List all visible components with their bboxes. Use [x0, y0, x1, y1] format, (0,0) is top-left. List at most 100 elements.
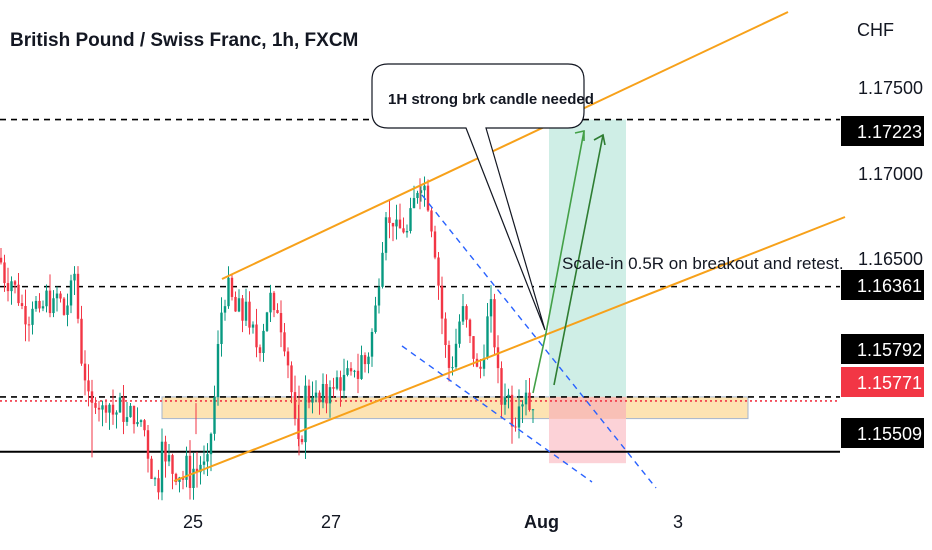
price-tag-bg — [841, 116, 924, 146]
candle-body — [335, 377, 339, 389]
candle-body — [115, 412, 118, 415]
candle-body — [31, 308, 34, 325]
candle-body — [419, 190, 423, 193]
candle-body — [227, 277, 230, 307]
candle-body — [398, 219, 402, 229]
candle-body — [479, 366, 482, 369]
candle-body — [437, 257, 440, 286]
candle-body — [80, 318, 83, 364]
candle-body — [234, 296, 237, 312]
candle-body — [76, 273, 80, 319]
candle-body — [486, 316, 489, 359]
candle-body — [311, 397, 314, 403]
candle-body — [339, 377, 342, 391]
candle-body — [500, 368, 503, 405]
candle-body — [97, 407, 101, 410]
candle-body — [496, 347, 500, 369]
candle-body — [209, 433, 213, 455]
candles-layer — [0, 176, 535, 501]
candle-body — [167, 455, 171, 462]
support-zone — [161, 396, 749, 420]
candle-body — [444, 318, 447, 346]
candle-body — [258, 347, 262, 354]
candle-body — [363, 355, 367, 365]
price-tags: 1.17223 1.16361 1.15792 1.15771 1.15509 — [841, 116, 924, 448]
candle-body — [87, 380, 90, 392]
candle-body — [10, 281, 13, 292]
candle-body — [409, 208, 412, 231]
candle-body — [230, 277, 234, 297]
candle-body — [6, 283, 10, 292]
candle-body — [405, 230, 409, 233]
channel-upper-line — [221, 11, 789, 280]
candle-body — [493, 299, 496, 348]
candle-body — [269, 292, 272, 313]
candle-body — [66, 305, 69, 315]
candle-body — [276, 310, 279, 314]
candle-body — [108, 404, 111, 413]
candle-body — [430, 210, 433, 232]
candle-body — [251, 324, 255, 328]
x-tick-label: 25 — [183, 512, 203, 532]
overlay-layer — [173, 11, 846, 489]
currency-label: CHF — [857, 20, 894, 40]
candle-body — [164, 441, 167, 462]
candle-body — [447, 345, 451, 368]
candle-body — [241, 298, 244, 321]
candle-body — [388, 217, 391, 223]
candle-body — [216, 343, 220, 397]
x-tick-label: 3 — [673, 512, 683, 532]
candle-body — [454, 343, 458, 368]
candle-body — [370, 331, 374, 357]
candle-body — [136, 422, 139, 425]
candle-body — [262, 330, 265, 354]
retest-arrow — [553, 134, 604, 386]
price-tag-label: 1.17223 — [857, 122, 922, 142]
callout-annotation: 1H strong brk candle needed — [371, 63, 594, 331]
price-tag-bg — [841, 334, 924, 364]
x-tick-label: Aug — [524, 512, 559, 532]
candle-body — [283, 332, 286, 352]
candle-body — [13, 281, 17, 285]
candle-body — [48, 290, 52, 314]
arrow-head — [574, 130, 585, 141]
candle-body — [325, 383, 328, 404]
candle-body — [489, 299, 493, 317]
candle-body — [101, 405, 104, 410]
candle-body — [213, 396, 216, 434]
candle-body — [195, 468, 199, 473]
candle-body — [272, 292, 276, 311]
candle-body — [202, 461, 206, 465]
candle-body — [528, 392, 531, 410]
candle-body — [300, 439, 304, 443]
candle-body — [524, 392, 528, 405]
candle-body — [244, 301, 248, 321]
candle-body — [150, 458, 153, 479]
price-tag-bg — [841, 367, 924, 397]
callout-bubble — [371, 63, 585, 331]
candle-body — [377, 286, 381, 306]
candle-body — [458, 321, 461, 344]
falling-channel-lower — [401, 345, 593, 483]
candle-body — [122, 397, 125, 422]
price-tag-label: 1.15509 — [857, 424, 922, 444]
candle-body — [199, 464, 202, 473]
candle-body — [374, 305, 377, 332]
candle-body — [83, 363, 87, 381]
candle-body — [265, 312, 269, 331]
candle-body — [171, 455, 174, 474]
candle-body — [174, 473, 178, 482]
candle-body — [321, 383, 325, 403]
candle-body — [3, 262, 6, 284]
y-tick-label: 1.17500 — [858, 78, 923, 98]
price-tag-label: 1.15771 — [857, 373, 922, 393]
candle-body — [143, 420, 146, 431]
entry-band — [549, 396, 626, 419]
candle-body — [482, 358, 486, 369]
candle-body — [255, 324, 258, 348]
channel-lower-line — [173, 216, 846, 482]
candle-body — [185, 455, 188, 480]
candle-body — [381, 252, 384, 287]
